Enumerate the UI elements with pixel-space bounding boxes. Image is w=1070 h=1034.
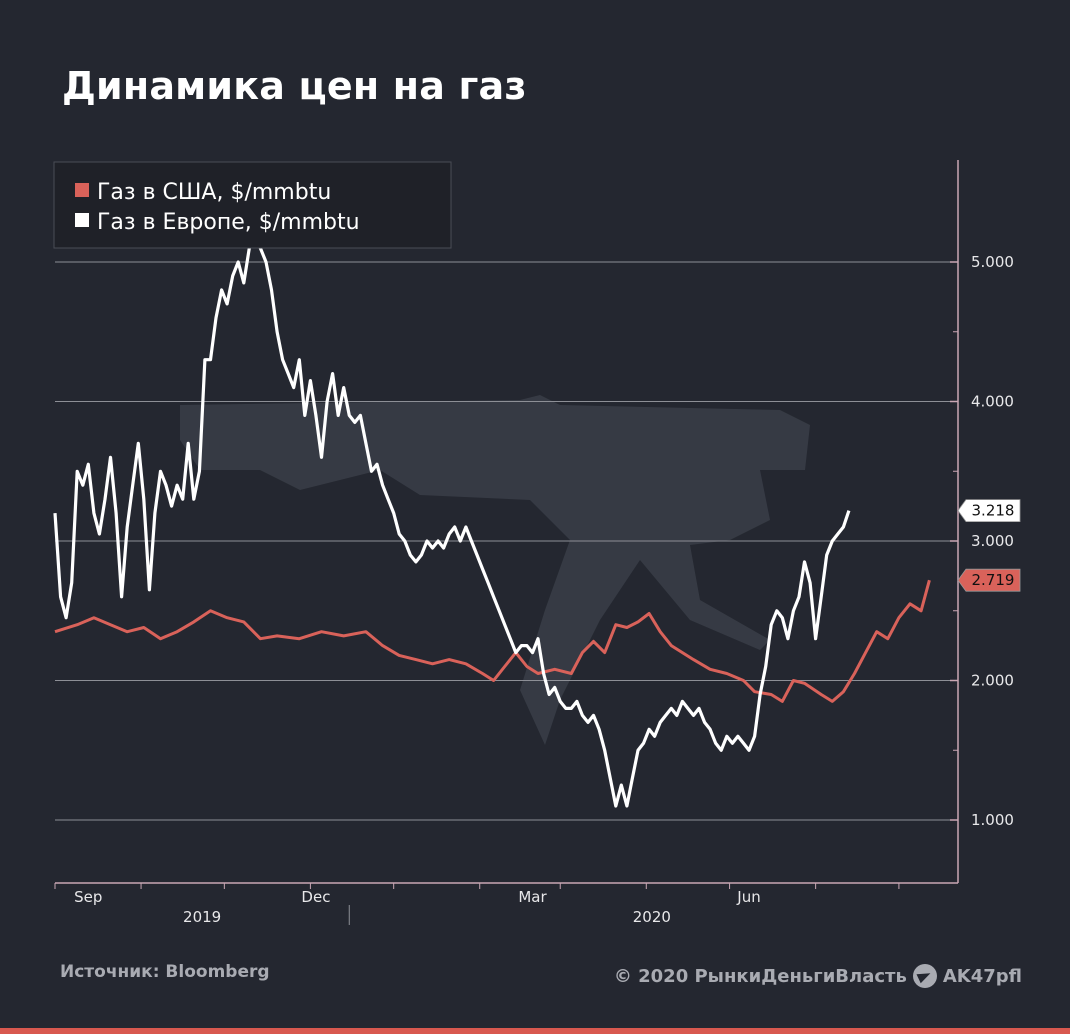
last-value-us-box [957,568,1021,592]
y-tick-label: 1.000 [971,811,1014,829]
last-value-us: 2.719 [957,568,1021,592]
x-month-label: Dec [301,888,330,906]
y-tick-label: 3.000 [971,532,1014,550]
last-value-us-text: 2.719 [972,571,1015,589]
last-value-eu-box [957,499,1021,522]
x-year-label: 2019 [183,908,221,926]
series-line-us [54,579,931,703]
y-tick-label: 5.000 [971,253,1014,271]
last-value-eu-text: 3.218 [972,502,1015,520]
x-month-label: Jun [736,888,760,906]
series-line-eu [53,239,851,808]
x-month-label: Mar [518,888,547,906]
page-title: Динамика цен на газ [62,64,527,108]
legend-label-us: Газ в США, $/mmbtu [97,180,331,205]
source-note: Источник: Bloomberg [60,962,270,982]
accent-bar [0,1028,1070,1034]
y-tick-label: 4.000 [971,393,1014,411]
legend-swatch-eu [75,213,89,227]
y-tick-label: 2.000 [971,672,1014,690]
legend: Газ в США, $/mmbtu Газ в Европе, $/mmbtu [53,161,452,249]
x-year-label: 2020 [633,908,671,926]
last-value-eu: 3.218 [957,499,1021,522]
copyright-text: © 2020 РынкиДеньгиВласть [613,965,907,987]
legend-label-eu: Газ в Европе, $/mmbtu [97,210,360,235]
x-month-label: Sep [74,888,102,906]
gas-price-chart: 1.000 2.000 3.000 4.000 5.000 Sep Dec Mar Jun 201… [53,160,1021,926]
legend-swatch-us [75,183,89,197]
copyright-block: © 2020 РынкиДеньгиВласть AK47pfl [614,964,1022,988]
watermark-rifle-icon [180,395,810,745]
telegram-handle[interactable]: AK47pfl [942,965,1022,987]
telegram-icon [912,964,937,988]
